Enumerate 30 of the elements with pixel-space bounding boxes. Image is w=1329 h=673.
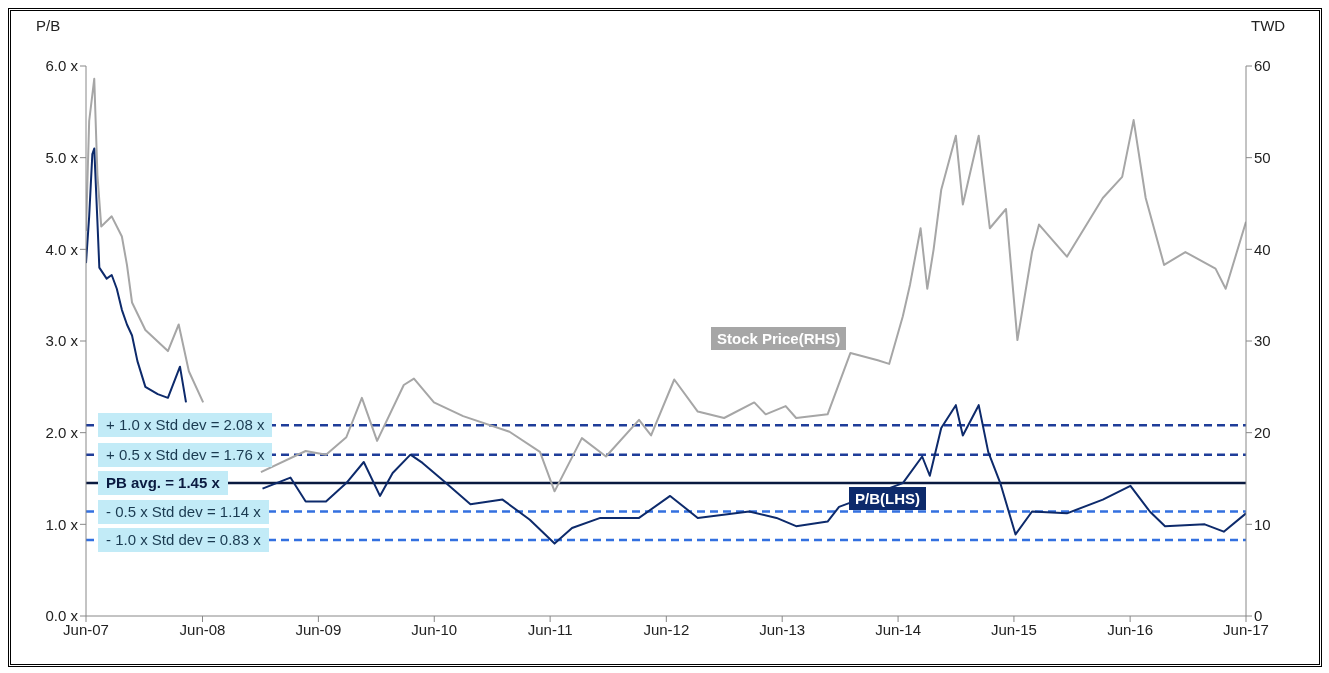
x-tick-label: Jun-10 [411, 620, 458, 638]
y2-tick-label: 10 [1254, 515, 1271, 533]
label-box: + 1.0 x Std dev = 2.08 x [98, 413, 273, 438]
y2-axis-title: TWD [1251, 17, 1286, 34]
x-tick-label: Jun-13 [759, 620, 806, 638]
y-tick-label: 2.0 x [45, 423, 79, 441]
x-tick-label: Jun-12 [643, 620, 690, 638]
y2-tick-label: 60 [1254, 57, 1271, 75]
y-tick-label: 6.0 x [45, 57, 79, 75]
x-tick-label: Jun-11 [527, 620, 573, 638]
y-tick-label: 5.0 x [45, 148, 79, 166]
y-tick-label: 3.0 x [45, 332, 79, 350]
x-tick-label: Jun-15 [991, 620, 1037, 638]
label-box: PB avg. = 1.45 x [98, 471, 228, 496]
y2-tick-label: 30 [1254, 332, 1271, 350]
y2-tick-label: 50 [1254, 148, 1271, 166]
series-label: Stock Price(RHS) [711, 327, 847, 350]
label-box: - 1.0 x Std dev = 0.83 x [98, 527, 269, 552]
x-tick-label: Jun-08 [179, 620, 226, 638]
y-tick-label: 4.0 x [45, 240, 79, 258]
series-label: P/B(LHS) [849, 487, 926, 510]
x-tick-label: Jun-09 [295, 620, 342, 638]
x-tick-label: Jun-16 [1107, 620, 1154, 638]
y-tick-label: 1.0 x [45, 515, 79, 533]
label-box: - 0.5 x Std dev = 1.14 x [98, 499, 269, 524]
label-box: + 0.5 x Std dev = 1.76 x [98, 442, 273, 467]
y-axis-title: P/B [36, 17, 61, 34]
x-tick-label: Jun-14 [875, 620, 921, 638]
y2-tick-label: 20 [1254, 423, 1271, 441]
y2-tick-label: 40 [1254, 240, 1271, 258]
